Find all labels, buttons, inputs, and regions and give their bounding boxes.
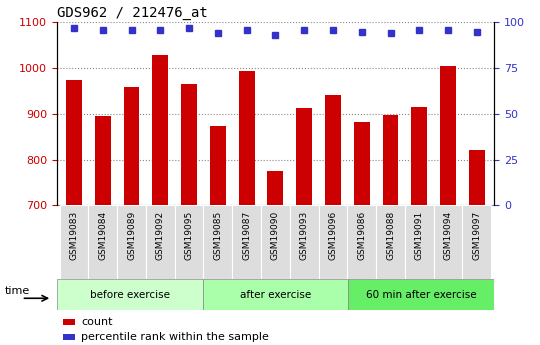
Bar xyxy=(376,205,405,279)
Bar xyxy=(267,171,284,205)
Bar xyxy=(59,205,89,279)
Text: GSM19084: GSM19084 xyxy=(98,211,107,260)
Text: GSM19091: GSM19091 xyxy=(415,211,424,260)
Text: GSM19090: GSM19090 xyxy=(271,211,280,260)
Bar xyxy=(239,71,254,205)
Bar xyxy=(66,80,82,205)
Text: time: time xyxy=(4,286,30,296)
Bar xyxy=(63,319,75,325)
Text: GSM19097: GSM19097 xyxy=(472,211,481,260)
Bar xyxy=(204,205,232,279)
Text: GDS962 / 212476_at: GDS962 / 212476_at xyxy=(57,6,207,20)
Bar xyxy=(174,205,204,279)
Bar xyxy=(181,84,197,205)
Text: GSM19092: GSM19092 xyxy=(156,211,165,260)
Text: GSM19086: GSM19086 xyxy=(357,211,366,260)
Bar xyxy=(57,279,202,310)
Bar xyxy=(261,205,290,279)
Bar xyxy=(124,87,139,205)
Bar xyxy=(210,126,226,205)
Text: before exercise: before exercise xyxy=(90,290,170,299)
Text: GSM19088: GSM19088 xyxy=(386,211,395,260)
Text: percentile rank within the sample: percentile rank within the sample xyxy=(81,332,269,342)
Bar xyxy=(325,95,341,205)
Text: GSM19094: GSM19094 xyxy=(443,211,453,260)
Text: GSM19087: GSM19087 xyxy=(242,211,251,260)
Bar xyxy=(202,279,348,310)
Bar xyxy=(290,205,319,279)
Text: GSM19089: GSM19089 xyxy=(127,211,136,260)
Text: GSM19095: GSM19095 xyxy=(185,211,193,260)
Bar xyxy=(405,205,434,279)
Bar xyxy=(469,150,485,205)
Bar xyxy=(354,122,370,205)
Bar xyxy=(63,334,75,340)
Bar xyxy=(434,205,462,279)
Text: after exercise: after exercise xyxy=(240,290,311,299)
Bar xyxy=(411,107,427,205)
Bar xyxy=(232,205,261,279)
Text: GSM19083: GSM19083 xyxy=(70,211,78,260)
Bar xyxy=(383,115,399,205)
Bar xyxy=(152,55,168,205)
Text: GSM19093: GSM19093 xyxy=(300,211,309,260)
Text: GSM19096: GSM19096 xyxy=(328,211,338,260)
Bar xyxy=(117,205,146,279)
Bar xyxy=(146,205,174,279)
Text: GSM19085: GSM19085 xyxy=(213,211,222,260)
Bar xyxy=(347,205,376,279)
Bar xyxy=(319,205,347,279)
Text: 60 min after exercise: 60 min after exercise xyxy=(366,290,476,299)
Bar xyxy=(440,66,456,205)
Bar xyxy=(462,205,491,279)
Bar xyxy=(348,279,494,310)
Bar xyxy=(296,108,312,205)
Text: count: count xyxy=(81,317,113,327)
Bar xyxy=(95,116,111,205)
Bar xyxy=(89,205,117,279)
